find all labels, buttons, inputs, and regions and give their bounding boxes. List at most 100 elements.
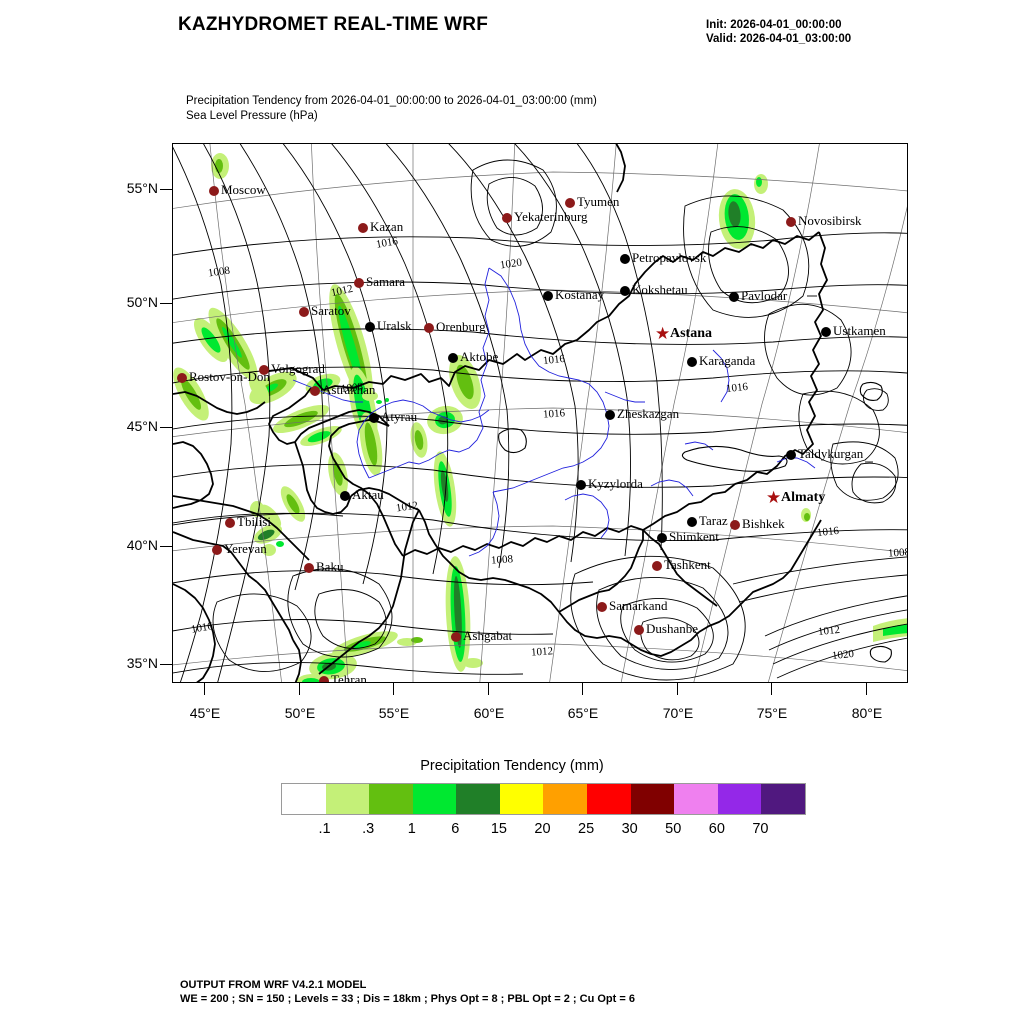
city-dot-icon bbox=[365, 322, 375, 332]
colorbar[interactable] bbox=[281, 783, 806, 815]
city-dot-icon bbox=[451, 632, 461, 642]
colorbar-tick-label: 6 bbox=[451, 821, 460, 837]
city-label: Ashgabat bbox=[463, 628, 513, 643]
city-label: Tbilisi bbox=[237, 514, 271, 529]
capital-star-icon: ★ bbox=[655, 324, 671, 343]
city-label: Uralsk bbox=[377, 318, 412, 333]
lon-tick-label: 80°E bbox=[851, 705, 883, 721]
precipitation-shading bbox=[173, 153, 907, 682]
run-info: Init: 2026-04-01_00:00:00 Valid: 2026-04… bbox=[706, 18, 851, 46]
lon-tick-mark bbox=[582, 683, 584, 695]
city-dot-icon bbox=[657, 533, 667, 543]
lon-tick-mark bbox=[393, 683, 395, 695]
city-label: Yekaterinburg bbox=[514, 209, 588, 224]
lon-tick-label: 55°E bbox=[378, 705, 410, 721]
colorbar-tick-label: 50 bbox=[665, 821, 682, 837]
colorbar-tick-label: 30 bbox=[621, 821, 638, 837]
colorbar-swatch-0 bbox=[282, 784, 326, 814]
city-dot-icon bbox=[369, 413, 379, 423]
city-dot-icon bbox=[502, 213, 512, 223]
lon-tick-label: 50°E bbox=[284, 705, 316, 721]
lon-tick-mark bbox=[299, 683, 301, 695]
city-label: Baku bbox=[316, 559, 344, 574]
city-dot-icon bbox=[259, 365, 269, 375]
city-dot-icon bbox=[340, 491, 350, 501]
model-footer: OUTPUT FROM WRF V4.2.1 MODEL WE = 200 ; … bbox=[180, 978, 635, 1006]
city-label: Taldykurgan bbox=[798, 446, 864, 461]
colorbar-tick-label: 25 bbox=[578, 821, 595, 837]
lat-tick-label: 55°N bbox=[126, 180, 158, 196]
city-dot-icon bbox=[358, 223, 368, 233]
lon-tick-label: 45°E bbox=[189, 705, 221, 721]
lat-tick-mark bbox=[160, 189, 173, 191]
city-dot-icon bbox=[620, 254, 630, 264]
colorbar-tick-labels: .1 .3 1 6 15 20 25 30 50 60 70 bbox=[281, 821, 804, 843]
map-plot-area[interactable]: 1008 1016 1020 1012 1016 1008 1016 1012 … bbox=[172, 143, 908, 683]
colorbar-swatch-7 bbox=[587, 784, 631, 814]
footer-line-1: OUTPUT FROM WRF V4.2.1 MODEL bbox=[180, 979, 367, 991]
pressure-label: 1020 bbox=[831, 647, 855, 663]
lat-tick-label: 50°N bbox=[126, 294, 158, 310]
city-label: Kazan bbox=[370, 219, 404, 234]
city-label: Rostov-on-Don bbox=[189, 369, 270, 384]
footer-line-2: WE = 200 ; SN = 150 ; Levels = 33 ; Dis … bbox=[180, 993, 635, 1005]
lon-tick-label: 70°E bbox=[662, 705, 694, 721]
colorbar-swatch-10 bbox=[717, 784, 762, 814]
subtitle-precip-line: Precipitation Tendency from 2026-04-01_0… bbox=[186, 95, 597, 107]
city-dot-icon bbox=[729, 292, 739, 302]
city-label: Taraz bbox=[699, 513, 728, 528]
city-label: Orenburg bbox=[436, 319, 486, 334]
colorbar-tick-label: 60 bbox=[708, 821, 725, 837]
city-dot-icon bbox=[177, 373, 187, 383]
colorbar-swatch-1 bbox=[325, 784, 370, 814]
city-label: Dushanbe bbox=[646, 621, 698, 636]
colorbar-swatch-4 bbox=[456, 784, 500, 814]
lat-tick-label: 40°N bbox=[126, 537, 158, 553]
city-dot-icon bbox=[687, 357, 697, 367]
city-dot-icon bbox=[620, 286, 630, 296]
init-time-label: Init: 2026-04-01_00:00:00 bbox=[706, 19, 842, 31]
colorbar-tick-label: 70 bbox=[752, 821, 769, 837]
city-label: Bishkek bbox=[742, 516, 785, 531]
city-dot-icon bbox=[565, 198, 575, 208]
valid-time-label: Valid: 2026-04-01_03:00:00 bbox=[706, 33, 852, 45]
colorbar-swatch-11 bbox=[761, 784, 805, 814]
lat-tick-mark bbox=[160, 427, 173, 429]
page-title: KAZHYDROMET REAL-TIME WRF bbox=[178, 14, 489, 35]
colorbar-tick-label: .1 bbox=[318, 821, 331, 837]
lon-tick-label: 60°E bbox=[473, 705, 505, 721]
city-label: Yerevan bbox=[224, 541, 267, 556]
city-label: Shimkent bbox=[669, 529, 719, 544]
colorbar-swatch-3 bbox=[412, 784, 457, 814]
pressure-label: 1016 bbox=[542, 407, 566, 421]
lat-tick-mark bbox=[160, 664, 173, 666]
city-dot-icon bbox=[597, 602, 607, 612]
city-label: Tashkent bbox=[664, 557, 711, 572]
city-dot-icon bbox=[209, 186, 219, 196]
city-dot-icon bbox=[786, 450, 796, 460]
city-dot-icon bbox=[605, 410, 615, 420]
city-dot-icon bbox=[212, 545, 222, 555]
city-dot-icon bbox=[424, 323, 434, 333]
lon-tick-label: 65°E bbox=[567, 705, 599, 721]
city-dot-icon bbox=[310, 386, 320, 396]
pressure-label: 1012 bbox=[530, 645, 554, 659]
city-label: Zheskazgan bbox=[617, 406, 680, 421]
city-label: Saratov bbox=[311, 303, 351, 318]
colorbar-title: Precipitation Tendency (mm) bbox=[420, 758, 604, 774]
city-dot-icon bbox=[354, 278, 364, 288]
graticule bbox=[173, 144, 907, 682]
city-label: Petropavlovsk bbox=[632, 250, 707, 265]
city-dot-icon bbox=[576, 480, 586, 490]
pressure-label: 1012 bbox=[817, 623, 841, 639]
lat-tick-mark bbox=[160, 546, 173, 548]
pressure-label: 1008 bbox=[887, 546, 908, 560]
city-label: Karaganda bbox=[699, 353, 756, 368]
city-label: Moscow bbox=[221, 182, 266, 197]
city-dot-icon bbox=[634, 625, 644, 635]
city-label: Novosibirsk bbox=[798, 213, 862, 228]
city-label: Astana bbox=[670, 326, 713, 341]
city-label: Aktau bbox=[352, 487, 384, 502]
colorbar-swatch-8 bbox=[630, 784, 675, 814]
city-label: Atyrau bbox=[381, 409, 418, 424]
